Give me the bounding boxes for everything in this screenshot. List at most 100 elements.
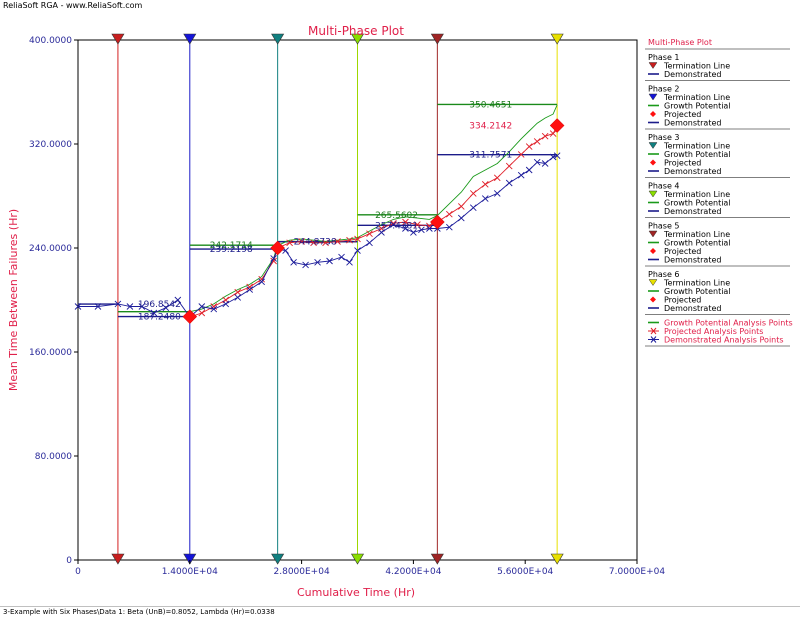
legend-phase-title: Phase 5 — [648, 222, 680, 231]
legend-entry: Termination Line — [663, 279, 730, 288]
x-tick-label: 7.0000E+04 — [609, 567, 665, 577]
termination-marker-bottom — [111, 553, 125, 565]
value-label: 196.8542 — [138, 300, 181, 310]
legend-entry: Demonstrated — [664, 167, 721, 176]
legend-marker — [650, 248, 656, 254]
legend-marker — [650, 111, 656, 117]
legend-entry: Growth Potential — [664, 199, 731, 208]
value-label: 242.1714 — [210, 241, 253, 251]
analysis-point — [493, 190, 501, 197]
analysis-point — [198, 309, 206, 317]
analysis-point — [469, 190, 477, 197]
legend-entry: Projected Analysis Points — [664, 327, 763, 336]
legend-phase-title: Phase 1 — [648, 53, 680, 62]
analysis-point — [334, 238, 341, 245]
series-line-2 — [78, 155, 558, 318]
analysis-point — [446, 210, 453, 218]
legend-entry: Demonstrated Analysis Points — [664, 336, 784, 345]
legend-marker — [648, 93, 658, 101]
analysis-point — [314, 258, 321, 266]
analysis-point — [414, 221, 421, 228]
legend-entry: Projected — [664, 247, 701, 256]
analysis-point — [541, 132, 549, 140]
projected-markers — [182, 118, 565, 324]
value-label: 187.2480 — [138, 313, 181, 323]
projected-marker — [549, 118, 565, 133]
legend-entry: Projected — [664, 296, 701, 305]
analysis-point — [234, 288, 242, 296]
legend-marker — [648, 279, 658, 286]
value-label: 334.2142 — [469, 122, 512, 132]
analysis-point — [286, 239, 293, 247]
x-tick-label: 2.8000E+04 — [274, 567, 330, 577]
legend-entry: Demonstrated — [664, 70, 721, 79]
analysis-point — [418, 226, 425, 234]
y-axis-label: Mean Time Between Failures (Hr) — [7, 209, 20, 391]
x-tick-label: 5.6000E+04 — [497, 567, 553, 577]
legend-marker — [650, 159, 656, 166]
analysis-point — [354, 235, 361, 243]
analysis-point — [426, 225, 433, 232]
analysis-point — [525, 143, 533, 150]
analysis-point — [138, 303, 146, 310]
analysis-point — [505, 179, 513, 187]
legend-entry: Demonstrated — [664, 119, 721, 128]
analysis-point — [246, 286, 254, 293]
analysis-point — [390, 221, 397, 228]
analysis-point — [533, 158, 541, 166]
termination-marker-top — [111, 33, 125, 45]
series-layer — [74, 104, 561, 321]
x-tick-label: 4.2000E+04 — [385, 567, 441, 577]
termination-marker-top — [183, 33, 197, 45]
analysis-point — [469, 204, 477, 212]
legend-phase-title: Phase 2 — [648, 85, 680, 94]
analysis-point — [162, 304, 170, 312]
legend-entry: Growth Potential — [664, 102, 731, 111]
value-label: 244.8738 — [294, 238, 337, 248]
analysis-point — [270, 255, 277, 262]
legend-entry: Termination Line — [663, 62, 730, 71]
legend-entry: Termination Line — [663, 190, 730, 199]
legend-entry: Termination Line — [663, 93, 730, 102]
analysis-point — [322, 239, 329, 247]
analysis-point — [222, 300, 230, 308]
value-label: 257.4381 — [375, 221, 418, 231]
legend-entry: Growth Potential Analysis Points — [664, 319, 793, 328]
analysis-point — [94, 303, 102, 310]
analysis-point — [258, 278, 265, 286]
legend-entry: Termination Line — [663, 142, 730, 151]
phase-segments — [78, 103, 558, 318]
analysis-point — [298, 238, 305, 245]
phase-lines — [111, 33, 564, 565]
y-tick-label: 320.0000 — [29, 140, 72, 150]
analysis-point — [378, 229, 385, 236]
analysis-point — [493, 174, 501, 182]
termination-marker-bottom — [350, 553, 365, 565]
termination-marker-bottom — [271, 553, 285, 565]
analysis-point — [310, 239, 317, 247]
legend-entry: Termination Line — [663, 230, 730, 239]
analysis-point — [290, 258, 297, 266]
termination-marker-top — [350, 33, 365, 45]
analysis-point — [402, 218, 409, 226]
analysis-point — [326, 257, 333, 265]
analysis-point — [517, 171, 525, 179]
x-axis-label: Cumulative Time (Hr) — [297, 586, 415, 599]
projected-marker — [182, 309, 198, 324]
legend-entry: Growth Potential — [664, 239, 731, 248]
y-tick-label: 80.0000 — [35, 452, 72, 462]
status-text: 3-Example with Six Phases\Data 1: Beta (… — [0, 606, 800, 617]
analysis-point — [302, 261, 309, 269]
legend-entry: Projected — [664, 159, 701, 168]
legend-phase-title: Phase 3 — [648, 133, 680, 142]
legend-entry: Projected — [664, 110, 701, 119]
analysis-point — [517, 151, 525, 158]
legend-phase-title: Phase 6 — [648, 270, 680, 279]
analysis-point — [74, 303, 82, 310]
x-tick-label: 0 — [75, 567, 81, 577]
window-title: ReliaSoft RGA - www.ReliaSoft.com — [0, 0, 800, 13]
termination-marker-bottom — [550, 553, 564, 565]
